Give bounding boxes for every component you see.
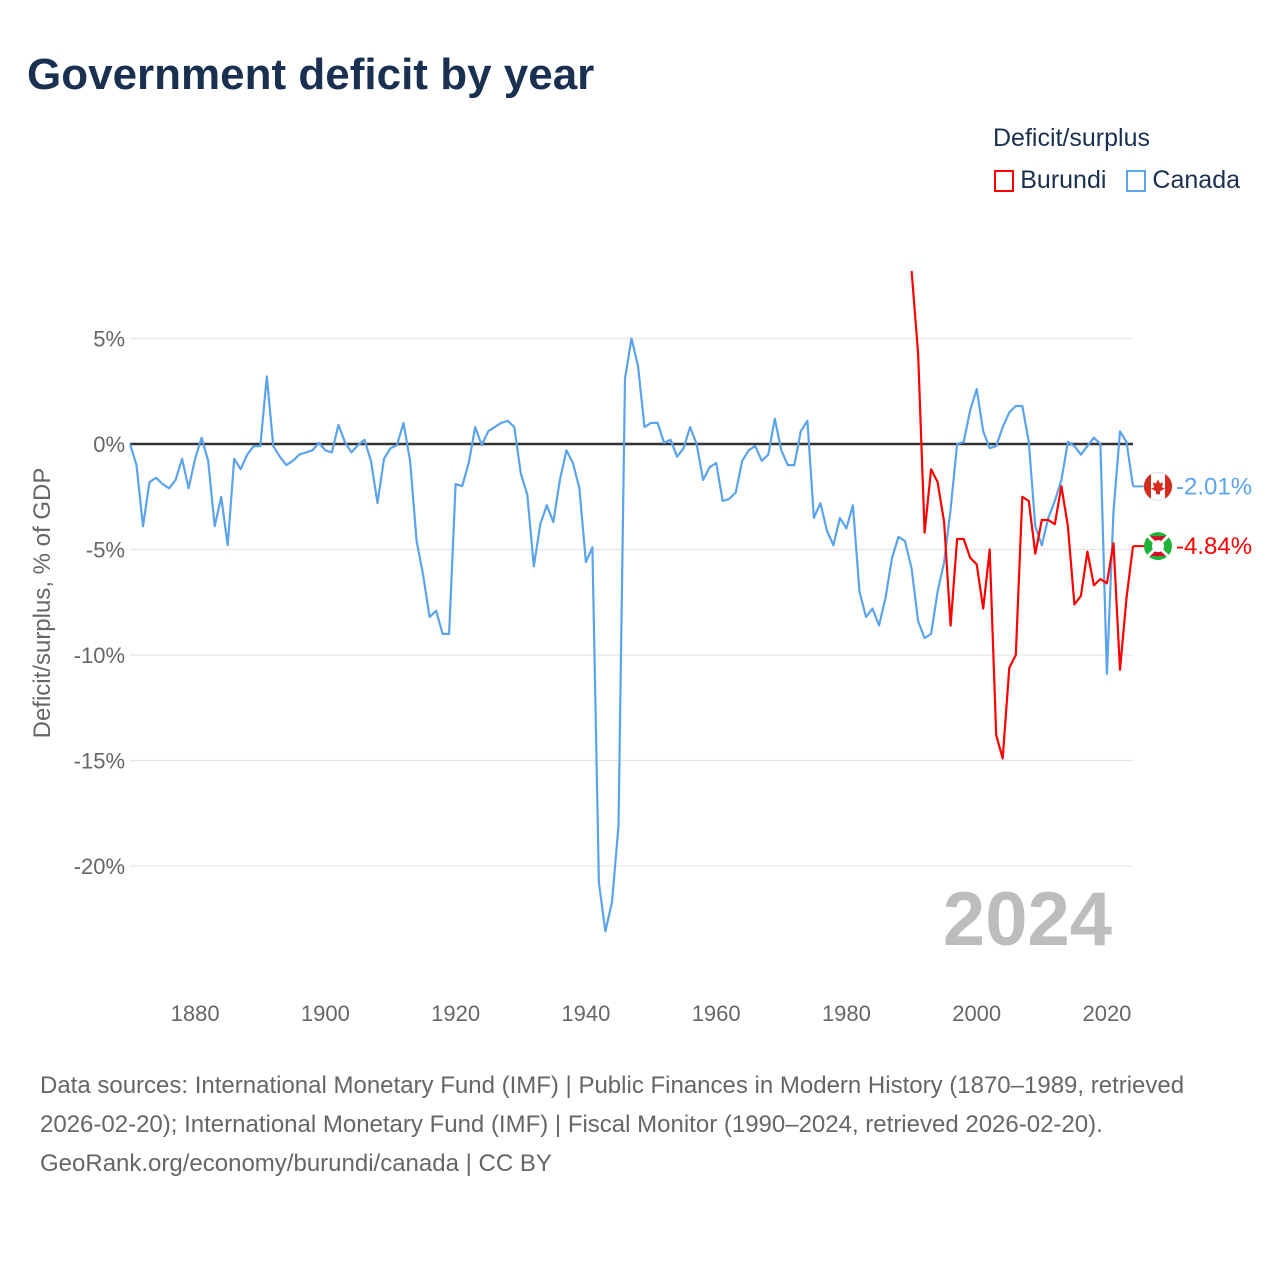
canada-swatch [1126, 169, 1147, 192]
x-tick-label: 1900 [301, 1001, 350, 1026]
y-axis-label: Deficit/surplus, % of GDP [29, 468, 56, 739]
series-line-burundi [910, 270, 1135, 760]
year-watermark: 2024 [943, 877, 1112, 962]
x-tick-label: 2020 [1082, 1001, 1131, 1026]
x-tick-label: 1920 [431, 1001, 480, 1026]
legend-label-canada: Canada [1152, 166, 1240, 194]
y-tick-label: 5% [93, 327, 125, 352]
legend-item-canada[interactable]: Canada [1126, 166, 1240, 195]
end-label-burundi: -4.84% [1176, 533, 1252, 560]
y-tick-label: -20% [74, 854, 125, 879]
x-tick-label: 2000 [952, 1001, 1001, 1026]
x-tick-label: 1880 [171, 1001, 220, 1026]
legend-item-burundi[interactable]: Burundi [994, 166, 1106, 195]
canada-flag-icon [1143, 471, 1173, 501]
x-tick-label: 1980 [822, 1001, 871, 1026]
burundi-swatch [994, 169, 1015, 192]
credit-link[interactable]: GeoRank.org/economy/burundi/canada | CC … [40, 1150, 552, 1177]
legend-title: Deficit/surplus [993, 124, 1150, 152]
y-tick-label: -15% [74, 749, 125, 774]
y-tick-label: -5% [86, 538, 125, 563]
series-line-canada [128, 337, 1135, 933]
page-title: Government deficit by year [27, 50, 595, 99]
legend-label-burundi: Burundi [1020, 166, 1107, 194]
end-label-canada: -2.01% [1176, 473, 1252, 500]
footer: Data sources: International Monetary Fun… [40, 1066, 1240, 1183]
y-tick-label: 0% [93, 432, 125, 457]
y-tick-label: -10% [74, 643, 125, 668]
x-tick-label: 1940 [561, 1001, 610, 1026]
x-tick-label: 1960 [692, 1001, 741, 1026]
data-sources: Data sources: International Monetary Fun… [40, 1072, 1185, 1138]
legend: Burundi Canada [994, 166, 1240, 195]
burundi-flag-icon [1144, 532, 1172, 561]
